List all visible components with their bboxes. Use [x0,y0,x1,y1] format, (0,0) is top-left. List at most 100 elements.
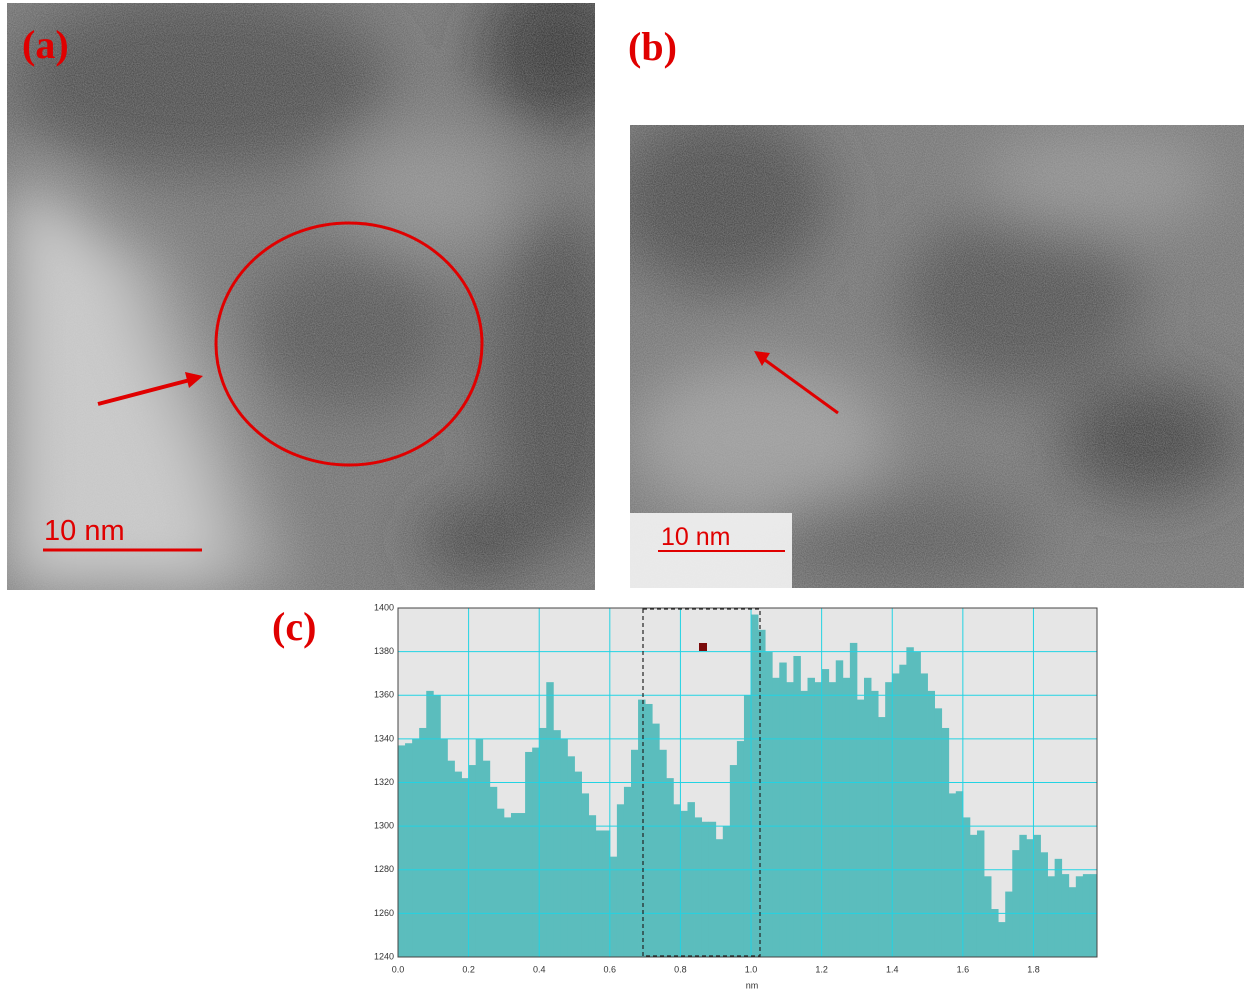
bar [906,647,914,957]
bar [1054,858,1063,957]
bar [913,651,921,957]
bar [835,660,844,957]
bar [736,741,745,957]
x-tick-label: 0.4 [533,964,546,974]
bar [638,699,646,957]
bar [941,727,950,957]
bar [814,682,823,957]
y-tick-label: 1300 [374,821,394,831]
bar [828,682,837,957]
bar [546,682,554,957]
bar [581,793,590,957]
x-tick-label: 0.0 [392,964,405,974]
bar [807,677,815,957]
selection-box [642,608,761,957]
bar [482,760,491,957]
x-tick-label: 1.0 [745,964,758,974]
bar [793,655,801,957]
bar [623,786,632,957]
bar [729,765,738,957]
bar [842,677,851,957]
bar [447,760,455,957]
bar [461,778,470,957]
bar [878,717,886,957]
y-tick-label: 1320 [374,777,394,787]
bar [412,738,420,957]
bar [765,651,773,957]
bar [871,690,879,957]
bar [616,804,625,957]
arrow [97,378,191,406]
bar [518,813,526,957]
tem-image-b [630,125,1244,588]
y-tick-label: 1400 [374,602,394,612]
bar [602,830,611,957]
bar [468,765,477,957]
panel-label: (b) [628,24,677,69]
bar [398,745,406,957]
y-tick-label: 1240 [374,951,394,961]
bar [998,922,1006,957]
bar [984,876,992,957]
highlight-circle [214,221,484,467]
bar [927,690,936,957]
bar [864,677,872,957]
bar [772,677,780,957]
bar [1019,834,1027,957]
bar [539,727,547,957]
bar [532,747,540,957]
bar [849,642,858,957]
scale-bar-label: 10 nm [44,515,125,547]
bar [722,826,731,957]
bar [715,839,724,957]
bar [440,738,448,957]
bar [631,749,639,957]
bar [1068,887,1077,957]
x-tick-label: 1.2 [815,964,828,974]
bar [758,629,766,957]
bar [553,730,561,957]
bar [1005,891,1013,957]
line-profile-chart: 1240 1260 1280 1300 1320 1340 1360 1380 1400 0.0 0… [374,602,1098,974]
bar [779,662,787,957]
bar [1047,876,1056,957]
bar [955,791,964,957]
x-axis-label: nm [746,980,759,990]
bar [800,690,808,957]
x-tick-label: 1.6 [957,964,970,974]
x-tick-label: 1.8 [1027,964,1040,974]
arrowhead [754,351,770,366]
bar [489,786,498,957]
panel-label: (a) [22,22,69,67]
bar [920,673,928,957]
bar [503,817,512,957]
bar [1026,839,1034,957]
bar [405,743,413,957]
arrowhead [185,372,203,388]
bar [1075,876,1084,957]
bar [560,738,568,957]
bar [991,909,999,957]
bar [1033,834,1041,957]
bar [1061,874,1070,957]
bar [948,793,957,957]
bar [567,756,575,957]
bar [786,682,794,957]
bar [821,669,830,957]
bar [976,830,985,957]
bar [899,664,907,957]
bar [687,802,695,957]
bar [666,778,674,957]
bar [962,817,971,957]
y-tick-label: 1360 [374,690,394,700]
bar [1012,850,1020,957]
bar [426,690,434,957]
cursor-marker [699,643,707,651]
bar [751,614,759,957]
y-tick-label: 1380 [374,646,394,656]
x-tick-label: 1.4 [886,964,899,974]
bar [609,856,618,957]
bar [510,813,519,957]
bar [934,708,943,957]
